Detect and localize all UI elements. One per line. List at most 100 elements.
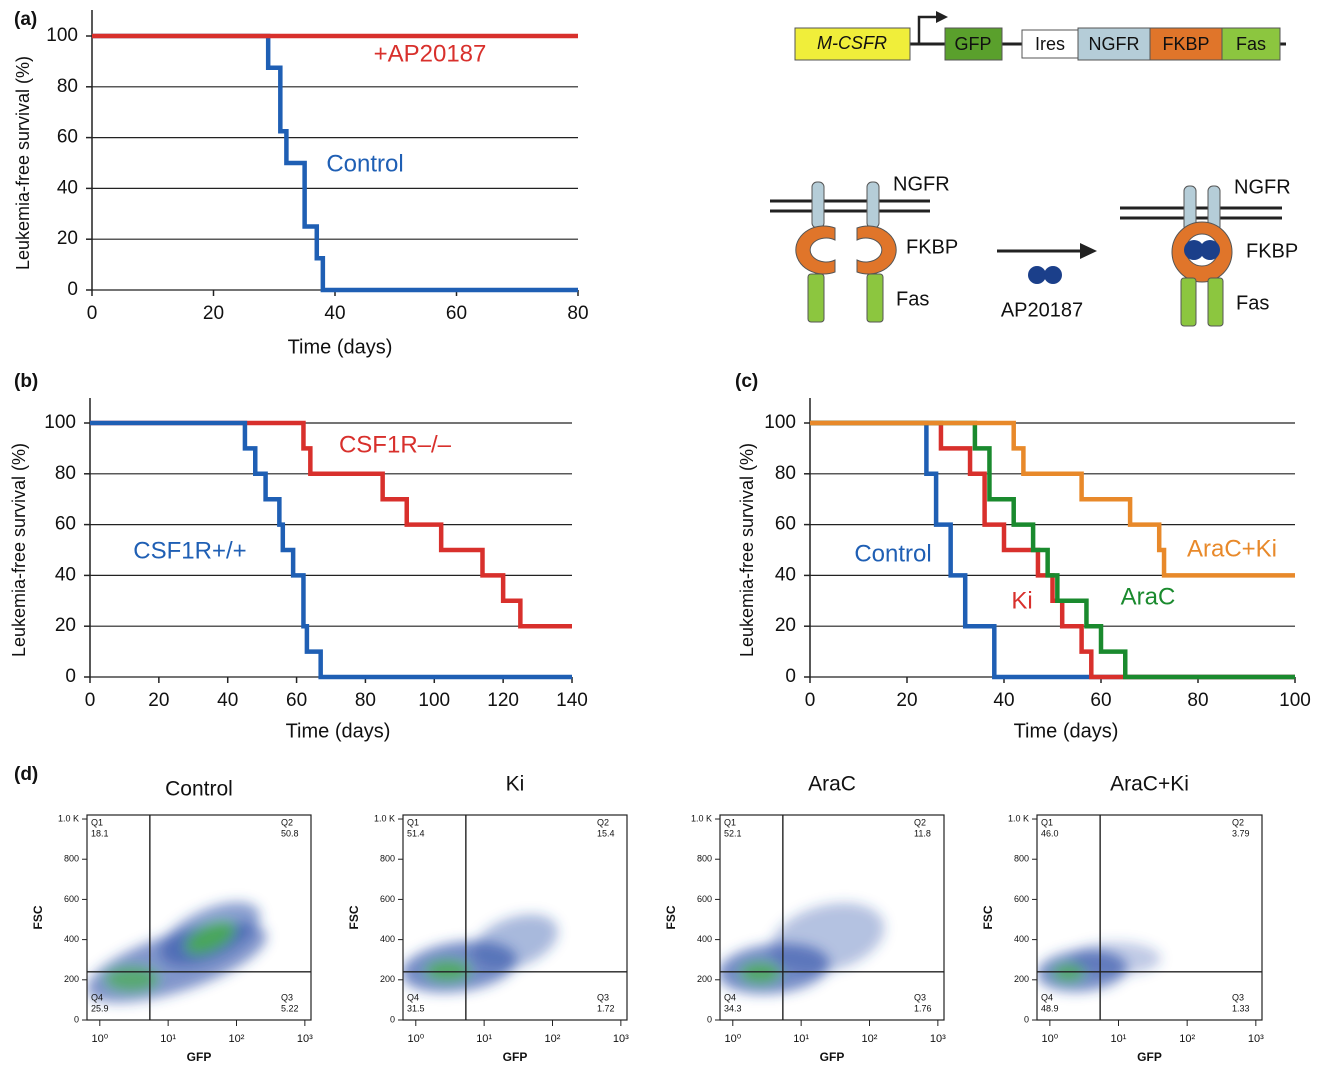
construct-label: GFP	[954, 34, 991, 54]
construct-label: NGFR	[1089, 34, 1140, 54]
x-tick-label: 10²	[862, 1033, 878, 1045]
y-tick-label: 800	[64, 854, 79, 864]
arrow-label: AP20187	[1001, 299, 1083, 321]
figure: M-CSFR GFP Ires NGFR FKBP Fas NGFR FKBP …	[0, 0, 1324, 1067]
quadrant-value: 18.1	[91, 828, 109, 838]
x-tick-label: 10³	[613, 1033, 629, 1045]
x-tick-label: 20	[148, 690, 169, 711]
y-tick-label: 80	[57, 76, 78, 97]
quadrant-name: Q2	[1232, 817, 1244, 827]
dot-cloud	[425, 961, 470, 982]
construct-label: Ires	[1035, 34, 1065, 54]
y-tick-label: 0	[390, 1014, 395, 1024]
quadrant-value: 48.9	[1041, 1003, 1059, 1013]
y-tick-label: 1.0 K	[58, 813, 79, 823]
quadrant-name: Q3	[1232, 992, 1244, 1002]
dot-cloud	[1071, 942, 1161, 975]
y-tick-label: 40	[55, 564, 76, 585]
x-tick-label: 80	[1187, 690, 1208, 711]
x-tick-label: 10²	[545, 1033, 561, 1045]
construct-label: M-CSFR	[817, 33, 887, 53]
quadrant-name: Q2	[597, 817, 609, 827]
x-tick-label: 10⁰	[407, 1033, 424, 1045]
y-tick-label: 400	[64, 934, 79, 944]
fas-domain	[1181, 278, 1196, 326]
x-tick-label: 10³	[930, 1033, 946, 1045]
dot-cloud	[740, 963, 780, 984]
y-tick-label: 0	[65, 666, 76, 687]
series-label: Control	[854, 540, 931, 567]
plot-title: Control	[165, 778, 233, 801]
plot-title: Ki	[506, 773, 525, 796]
y-axis-title: FSC	[31, 905, 45, 929]
x-tick-label: 80	[355, 690, 376, 711]
quadrant-value: 15.4	[597, 828, 615, 838]
y-tick-label: 100	[44, 412, 76, 433]
quadrant-value: 11.8	[914, 828, 931, 838]
y-tick-label: 40	[57, 177, 78, 198]
y-tick-label: 1.0 K	[374, 813, 395, 823]
domain-label: Fas	[896, 288, 929, 310]
x-tick-label: 20	[203, 303, 224, 324]
y-tick-label: 100	[764, 412, 796, 433]
x-axis-title: GFP	[1137, 1050, 1162, 1064]
y-tick-label: 80	[775, 463, 796, 484]
fas-domain	[1208, 278, 1223, 326]
quadrant-name: Q3	[597, 992, 609, 1002]
fas-domain	[867, 274, 883, 322]
x-tick-label: 0	[85, 690, 96, 711]
quadrant-name: Q3	[914, 992, 926, 1002]
y-axis-title: Leukemia-free survival (%)	[13, 56, 33, 270]
series-label: CSF1R–/–	[339, 431, 452, 458]
y-axis-title: FSC	[664, 905, 678, 929]
x-tick-label: 140	[556, 690, 588, 711]
y-tick-label: 80	[55, 463, 76, 484]
quadrant-name: Q1	[91, 817, 103, 827]
panel-label: (c)	[735, 371, 758, 392]
y-tick-label: 0	[707, 1014, 712, 1024]
y-tick-label: 200	[380, 974, 395, 984]
y-tick-label: 400	[697, 934, 712, 944]
x-axis-title: GFP	[503, 1050, 528, 1064]
domain-label: Fas	[1236, 292, 1269, 314]
plot-title: AraC+Ki	[1110, 773, 1189, 796]
ap20187-dot	[1044, 266, 1062, 284]
domain-label: NGFR	[893, 173, 950, 195]
dot-cloud	[1053, 965, 1085, 981]
quadrant-value: 25.9	[91, 1003, 109, 1013]
x-tick-label: 10²	[1179, 1033, 1195, 1045]
y-tick-label: 400	[380, 934, 395, 944]
y-tick-label: 60	[57, 127, 78, 148]
x-axis-title: Time (days)	[1014, 720, 1119, 742]
quadrant-value: 52.1	[724, 828, 742, 838]
x-axis-title: Time (days)	[286, 720, 391, 742]
construct-label: FKBP	[1162, 34, 1209, 54]
quadrant-value: 1.76	[914, 1003, 932, 1013]
quadrant-value: 46.0	[1041, 828, 1059, 838]
series-label: CSF1R+/+	[133, 537, 246, 564]
plot-title: AraC	[808, 773, 856, 796]
ap20187-dot	[1028, 266, 1046, 284]
quadrant-name: Q4	[1041, 992, 1053, 1002]
y-tick-label: 20	[55, 615, 76, 636]
x-tick-label: 100	[418, 690, 450, 711]
x-tick-label: 10⁰	[91, 1033, 108, 1045]
y-tick-label: 600	[1014, 894, 1029, 904]
x-axis-title: Time (days)	[288, 336, 393, 358]
x-tick-label: 10¹	[1111, 1033, 1127, 1045]
panel-label: (a)	[14, 9, 37, 30]
x-tick-label: 60	[1090, 690, 1111, 711]
quadrant-name: Q4	[91, 992, 103, 1002]
y-tick-label: 60	[55, 514, 76, 535]
series-label: Control	[326, 150, 403, 177]
ap20187-dot	[1200, 240, 1220, 260]
quadrant-value: 5.22	[281, 1003, 299, 1013]
y-tick-label: 200	[64, 974, 79, 984]
y-tick-label: 600	[697, 894, 712, 904]
x-tick-label: 20	[896, 690, 917, 711]
x-tick-label: 10¹	[793, 1033, 809, 1045]
y-tick-label: 60	[775, 514, 796, 535]
y-tick-label: 400	[1014, 934, 1029, 944]
y-axis-title: FSC	[347, 905, 361, 929]
y-tick-label: 1.0 K	[691, 813, 712, 823]
